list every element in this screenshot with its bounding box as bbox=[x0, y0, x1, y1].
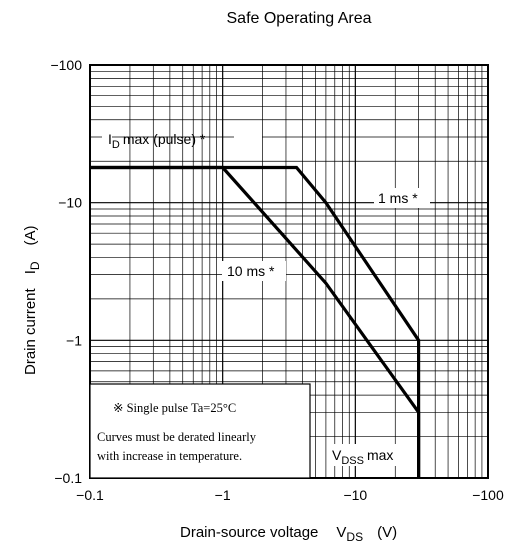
y-tick-label: −10 bbox=[58, 195, 82, 211]
note-line-2: Curves must be derated linearly bbox=[97, 430, 257, 444]
y-tick-labels: −0.1 −1 −10 −100 bbox=[50, 57, 82, 486]
x-tick-label: −1 bbox=[215, 487, 231, 503]
series-line-10ms bbox=[90, 165, 421, 478]
series-lines bbox=[90, 165, 421, 478]
x-tick-labels: −0.1 −1 −10 −100 bbox=[76, 487, 504, 503]
vdss-label: VDSS max bbox=[332, 447, 393, 467]
y-tick-label: −1 bbox=[66, 332, 82, 348]
note-box: ※ Single pulse Ta=25°C Curves must be de… bbox=[89, 383, 311, 479]
vdss-annotation: VDSS max bbox=[329, 444, 415, 467]
x-axis-title: Drain-source voltage VDS (V) bbox=[180, 524, 397, 544]
id-max-label: ID max (pulse) * bbox=[108, 131, 206, 151]
series-line-1ms bbox=[90, 165, 421, 478]
one-ms-annotation: 1 ms * bbox=[374, 188, 430, 208]
x-tick-label: −100 bbox=[472, 487, 504, 503]
x-tick-label: −0.1 bbox=[76, 487, 104, 503]
ten-ms-label: 10 ms * bbox=[227, 263, 275, 279]
grid bbox=[89, 65, 488, 479]
note-line-3: with increase in temperature. bbox=[97, 449, 242, 463]
chart-title: Safe Operating Area bbox=[227, 10, 372, 27]
y-tick-label: −0.1 bbox=[54, 470, 82, 486]
y-tick-label: −100 bbox=[50, 57, 82, 73]
x-tick-label: −10 bbox=[343, 487, 367, 503]
note-line-1: ※ Single pulse Ta=25°C bbox=[113, 401, 236, 415]
ten-ms-annotation: 10 ms * bbox=[222, 261, 286, 281]
one-ms-label: 1 ms * bbox=[378, 190, 418, 206]
id-max-annotation: ID max (pulse) * bbox=[102, 130, 262, 151]
y-axis-title: Drain currentID(A) bbox=[22, 225, 42, 375]
